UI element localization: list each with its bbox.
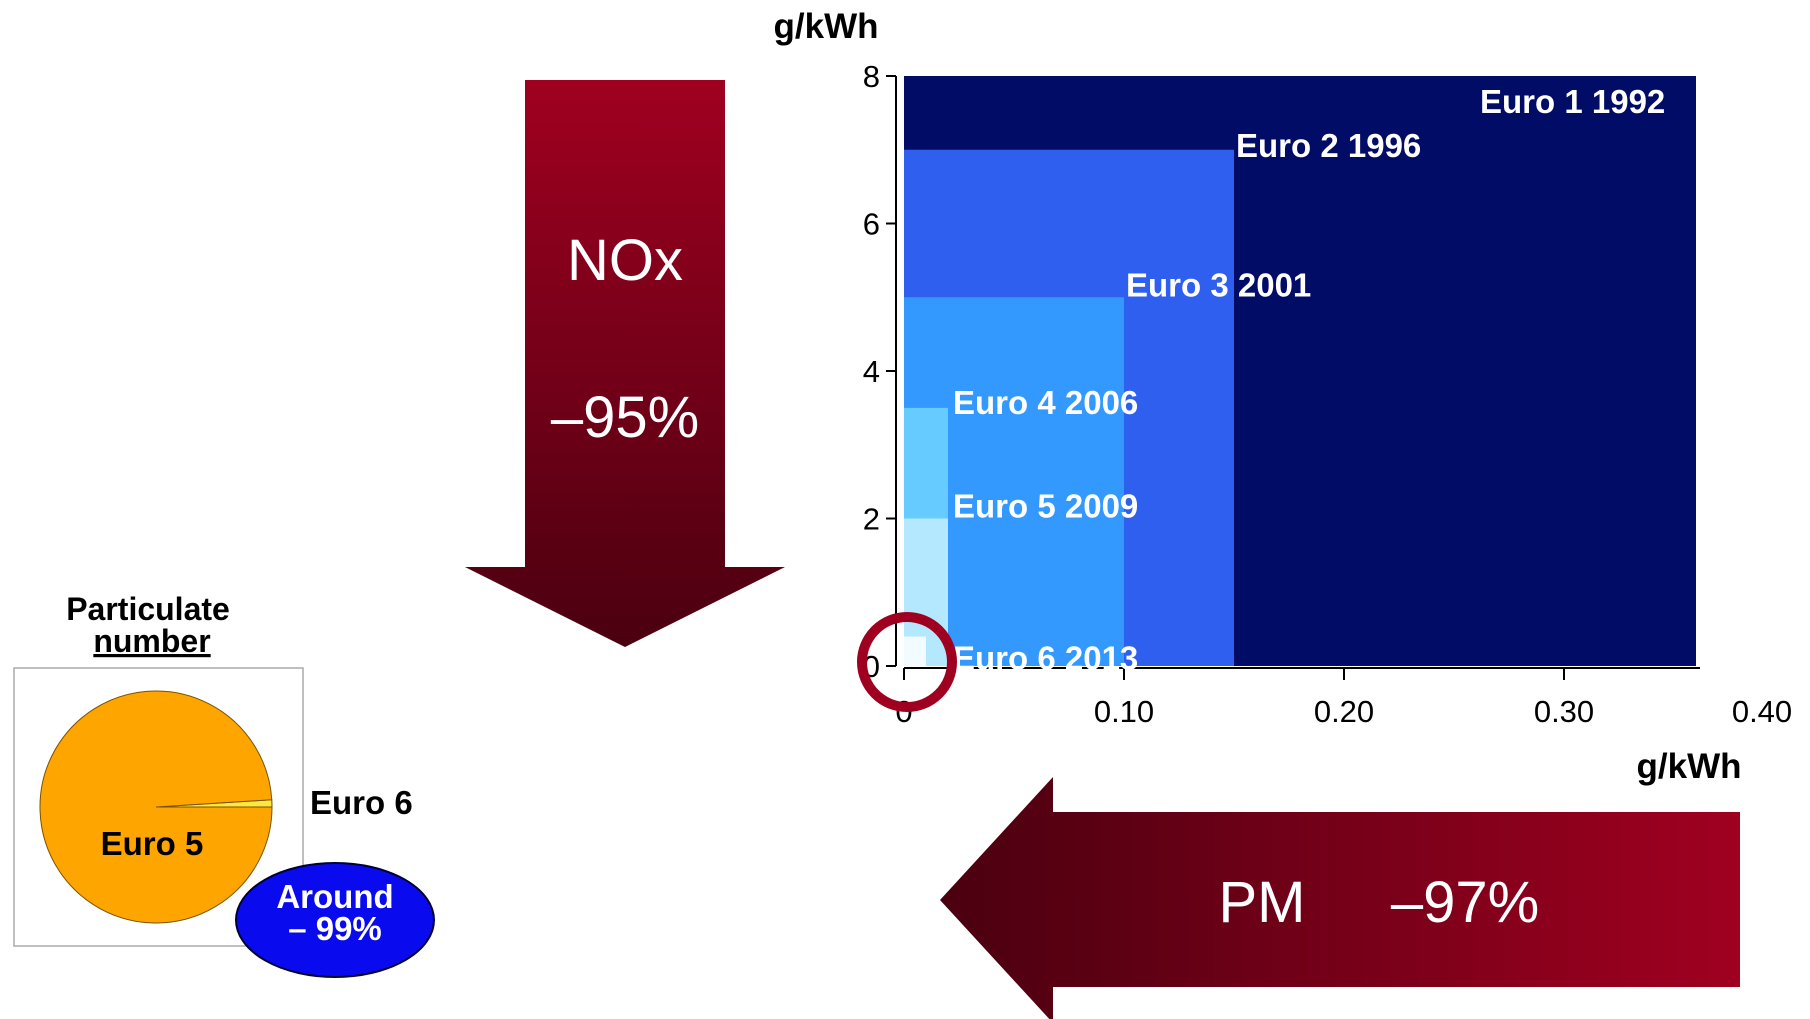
reduction-badge: Around – 99% — [235, 862, 435, 978]
chart-labels: Euro 1 1992 Euro 2 1996 Euro 3 2001 Euro 4 … — [953, 83, 1665, 677]
particulate-number-pie: Particulate number Euro 5 Euro 6 — [13, 591, 413, 947]
y-tick-label-4: 4 — [863, 354, 880, 389]
y-tick-label-6: 6 — [863, 207, 880, 242]
x-tick-label-0-40: 0.40 — [1732, 694, 1792, 729]
nox-arrow-label: NOx — [567, 228, 683, 293]
pm-arrow-label: PM — [1219, 870, 1306, 935]
chart-rects — [904, 76, 1696, 666]
label-euro-2-1996: Euro 2 1996 — [1236, 127, 1421, 164]
x-tick-label-0-20: 0.20 — [1314, 694, 1374, 729]
y-tick-label-8: 8 — [863, 59, 880, 94]
x-tick-label-0-30: 0.30 — [1534, 694, 1594, 729]
badge-line1: Around — [276, 878, 393, 915]
label-euro-6-2013: Euro 6 2013 — [953, 640, 1138, 677]
y-tick-label-2: 2 — [863, 502, 880, 537]
label-euro-5-2009: Euro 5 2009 — [953, 488, 1138, 525]
bar-euro-6-2013 — [904, 636, 926, 666]
badge-line2: – 99% — [288, 910, 382, 947]
pm-arrow-value: –97% — [1391, 870, 1539, 935]
pm-arrow: PM –97% — [940, 777, 1740, 1019]
nox-arrow-value: –95% — [551, 385, 699, 450]
x-axis-unit: g/kWh — [1637, 747, 1742, 786]
y-axis-unit: g/kWh — [774, 7, 879, 46]
pie-label-euro6: Euro 6 — [310, 784, 413, 821]
label-euro-1-1992: Euro 1 1992 — [1480, 83, 1665, 120]
x-tick-label-0-10: 0.10 — [1094, 694, 1154, 729]
nox-arrow: NOx –95% — [465, 80, 785, 647]
pie-title-line1: Particulate — [66, 591, 230, 627]
highlight-circle — [857, 612, 957, 712]
pie-slice-euro-5 — [39, 690, 273, 924]
pie-slices — [39, 690, 273, 924]
label-euro-3-2001: Euro 3 2001 — [1126, 266, 1311, 303]
label-euro-4-2006: Euro 4 2006 — [953, 384, 1138, 421]
pie-label-euro5: Euro 5 — [101, 825, 204, 862]
pie-title-line2: number — [93, 623, 210, 659]
